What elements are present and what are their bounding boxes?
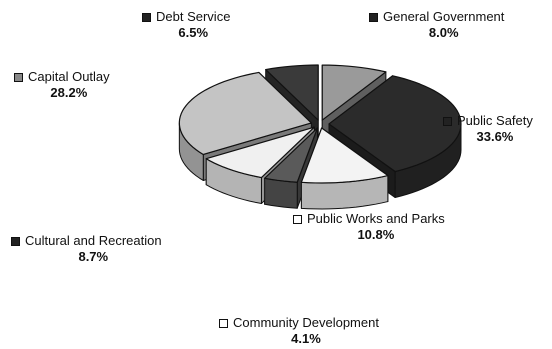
- pie-slice-public-safety: [328, 75, 462, 173]
- pie-slice-general-government: [321, 64, 387, 121]
- legend-value-community-development: 4.1%: [291, 331, 321, 346]
- pie-slice-capital-outlay: [178, 71, 312, 156]
- legend-entry-public-works-and-parks: Public Works and Parks 10.8%: [293, 211, 445, 243]
- pie-slice-community-development: [264, 127, 319, 183]
- legend-entry-cultural-and-recreation: Cultural and Recreation 8.7%: [11, 233, 162, 265]
- pie-slice-wall: [264, 177, 298, 209]
- pie-slice-debt-service: [265, 64, 319, 121]
- legend-entry-debt-service: Debt Service 6.5%: [142, 9, 230, 41]
- pie-slice-cultural-and-recreation: [205, 126, 315, 179]
- legend-label-public-safety: Public Safety: [457, 113, 533, 128]
- legend-value-general-government: 8.0%: [428, 25, 459, 40]
- legend-label-general-government: General Government: [383, 9, 505, 24]
- legend-swatch: [443, 117, 452, 126]
- legend-swatch: [11, 237, 20, 246]
- legend-swatch: [369, 13, 378, 22]
- legend-swatch: [219, 319, 228, 328]
- legend-entry-capital-outlay: Capital Outlay 28.2%: [14, 69, 110, 101]
- legend-value-capital-outlay: 28.2%: [50, 85, 88, 100]
- legend-label-cultural-and-recreation: Cultural and Recreation: [25, 233, 162, 248]
- legend-entry-public-safety: Public Safety 33.6%: [443, 113, 533, 145]
- legend-swatch: [293, 215, 302, 224]
- legend-value-public-safety: 33.6%: [476, 129, 514, 144]
- legend-value-debt-service: 6.5%: [178, 25, 209, 40]
- legend-label-debt-service: Debt Service: [156, 9, 231, 24]
- legend-swatch: [142, 13, 151, 22]
- legend-value-cultural-and-recreation: 8.7%: [78, 249, 109, 264]
- legend-label-capital-outlay: Capital Outlay: [28, 69, 110, 84]
- legend-label-community-development: Community Development: [233, 315, 379, 330]
- legend-entry-community-development: Community Development 4.1%: [219, 315, 379, 347]
- pie-slice-public-works-and-parks: [300, 127, 389, 184]
- legend-entry-general-government: General Government 8.0%: [369, 9, 504, 41]
- legend-label-public-works-and-parks: Public Works and Parks: [307, 211, 445, 226]
- legend-swatch: [14, 73, 23, 82]
- legend-value-public-works-and-parks: 10.8%: [357, 227, 395, 242]
